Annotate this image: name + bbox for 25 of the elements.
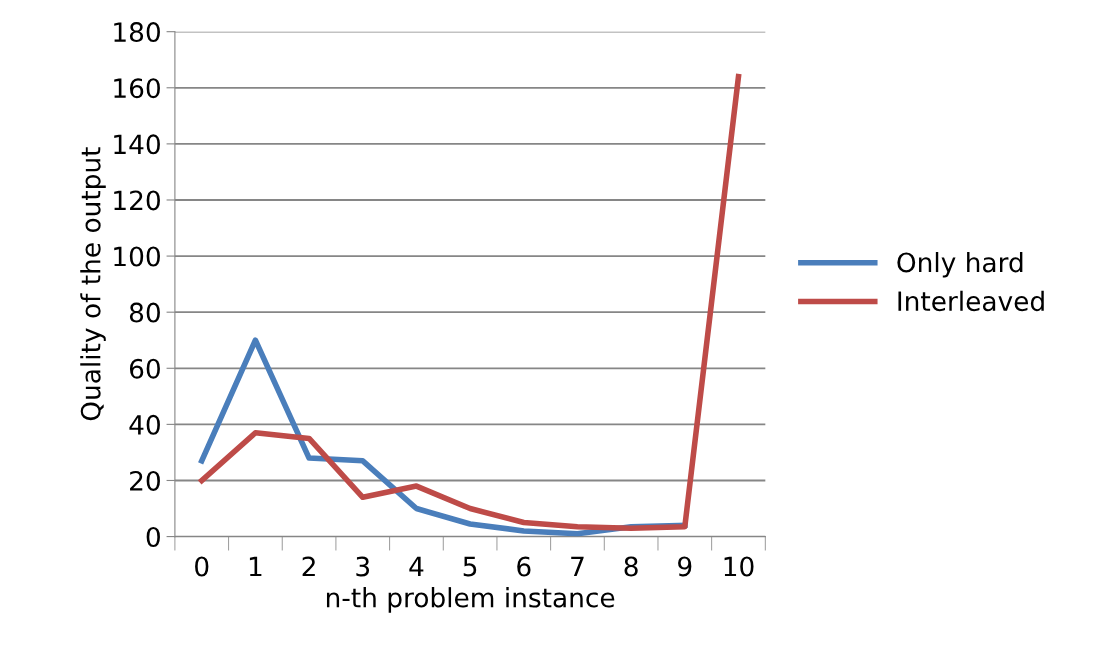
y-tick-label: 180 <box>114 22 160 43</box>
legend-label: Only hard <box>897 251 1023 278</box>
y-tick-label: 0 <box>146 527 160 547</box>
y-axis-title: Quality of the output <box>80 147 106 421</box>
legend-label: Interleaved <box>898 290 1044 312</box>
y-tick-label: 80 <box>129 302 160 323</box>
x-tick-label: 2 <box>302 556 315 577</box>
x-tick-label: 9 <box>678 556 692 577</box>
y-tick-label: 20 <box>130 470 160 491</box>
y-tick-label: 160 <box>114 78 160 99</box>
x-tick-label: 10 <box>724 556 754 577</box>
y-tick-label: 40 <box>129 414 160 435</box>
x-tick-label: 3 <box>356 556 370 577</box>
x-tick-label: 8 <box>624 556 638 577</box>
x-tick-label: 0 <box>195 556 209 577</box>
y-tick-label: 140 <box>114 134 160 155</box>
y-tick-label: 120 <box>114 190 160 211</box>
x-tick-label: 7 <box>571 556 584 577</box>
x-axis-title: n-th problem instance <box>326 587 615 613</box>
x-tick-label: 5 <box>463 556 477 577</box>
y-tick-label: 60 <box>129 358 160 379</box>
x-tick-label: 6 <box>517 556 531 577</box>
x-tick-label: 4 <box>409 556 424 577</box>
y-tick-label: 100 <box>114 246 160 267</box>
x-tick-label: 1 <box>249 556 262 577</box>
